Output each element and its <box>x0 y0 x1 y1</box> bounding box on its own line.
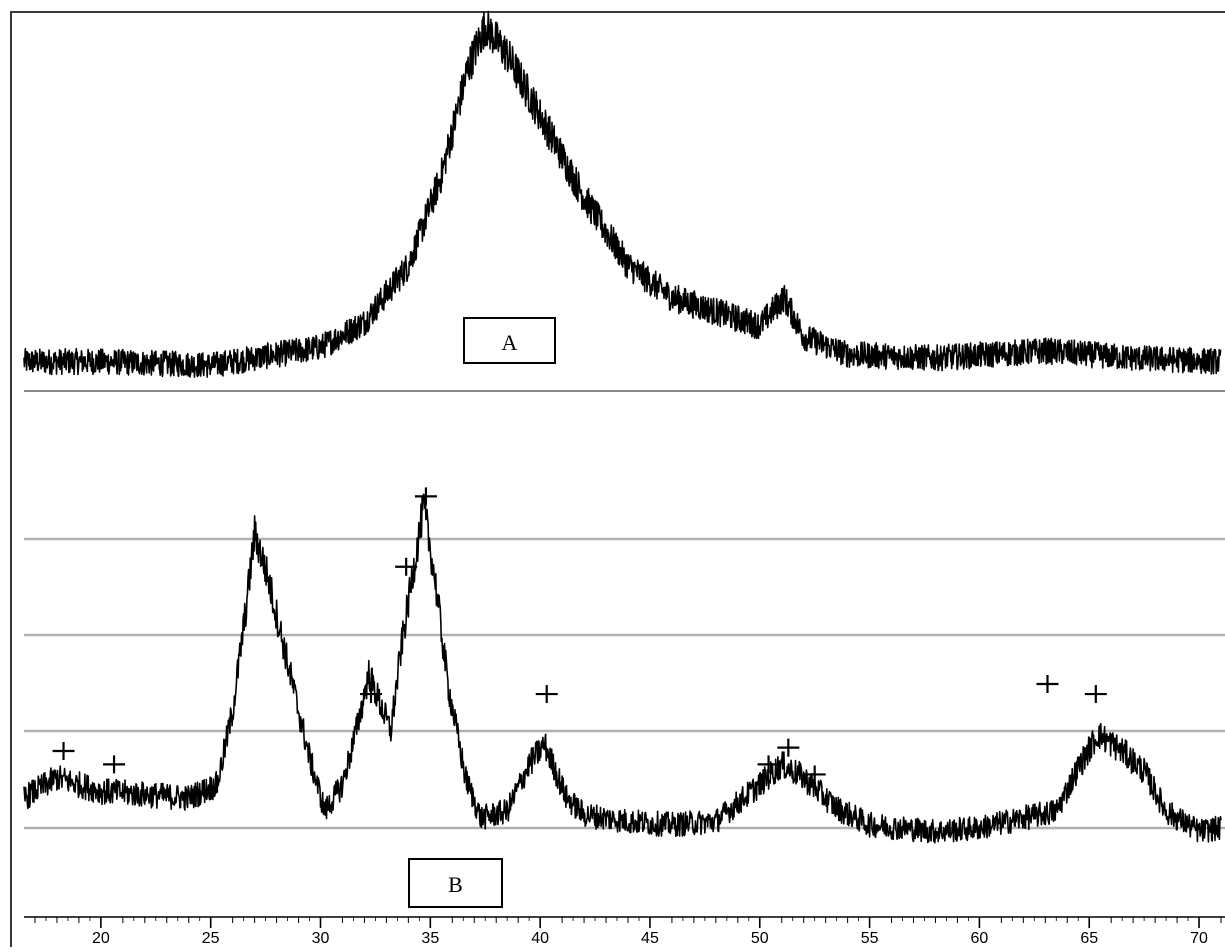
phase-marker <box>414 487 437 506</box>
x-tick-label: 20 <box>92 930 110 947</box>
x-tick-label: 65 <box>1080 930 1098 947</box>
curves <box>23 10 1222 844</box>
x-tick-label: 60 <box>971 930 989 947</box>
x-tick-label: 70 <box>1190 930 1208 947</box>
x-tick-label: 55 <box>861 930 879 947</box>
label-b: B <box>448 872 463 897</box>
phase-marker <box>535 685 558 704</box>
phase-marker <box>52 742 75 760</box>
phase-marker <box>395 557 418 576</box>
x-tick-label: 25 <box>202 930 220 947</box>
phase-marker <box>103 755 126 774</box>
phase-marker <box>777 738 800 757</box>
x-axis: 20 25 30 35 40 45 50 55 60 65 70 <box>24 916 1225 947</box>
phase-marker <box>757 755 780 774</box>
pattern-a-trace <box>23 10 1222 378</box>
label-box-b: B <box>408 858 503 908</box>
phase-marker <box>803 765 826 784</box>
pattern-b-trace <box>23 493 1222 844</box>
phase-marker <box>1036 675 1059 693</box>
x-tick-label: 45 <box>641 930 659 947</box>
x-tick-label: 50 <box>751 930 769 947</box>
x-tick-label: 35 <box>421 930 439 947</box>
x-tick-label: 40 <box>531 930 549 947</box>
x-tick-label: 30 <box>312 930 330 947</box>
label-box-a: A <box>463 317 556 364</box>
figure-frame <box>10 11 1225 952</box>
phase-marker <box>360 685 383 704</box>
phase-markers <box>52 487 1107 784</box>
phase-marker <box>1084 685 1107 704</box>
label-a: A <box>502 330 518 355</box>
